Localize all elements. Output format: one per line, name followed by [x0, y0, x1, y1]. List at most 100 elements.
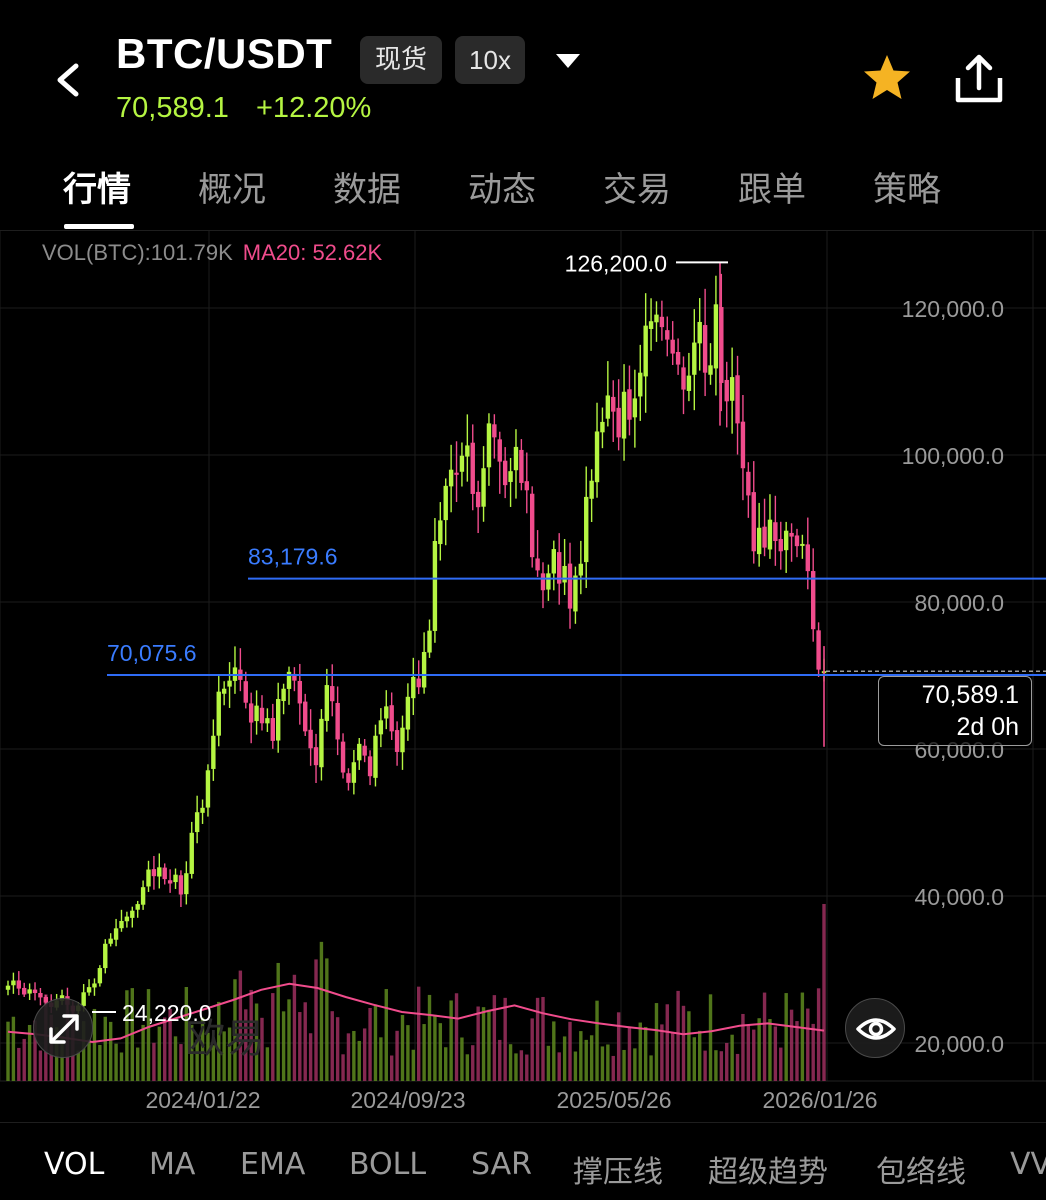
volume-bar — [11, 1016, 16, 1081]
price-chart[interactable]: 126,200.0 24,220.0 83,179.6 70,075.6 120,000… — [0, 231, 1046, 1120]
volume-bar — [465, 1054, 470, 1081]
candlestick-chart[interactable]: 126,200.0 24,220.0 83,179.6 70,075.6 120,000… — [0, 231, 1046, 1120]
volume-ma20-label: MA20: 52.62K — [242, 240, 383, 265]
candle-body — [124, 916, 130, 922]
indicator-ma[interactable]: MA — [149, 1147, 196, 1182]
candle-body — [303, 701, 308, 732]
volume-bar — [541, 996, 545, 1081]
indicator-vol[interactable]: VOL — [44, 1147, 105, 1182]
volume-bar — [703, 1050, 707, 1081]
candle-body — [475, 491, 481, 508]
indicator-envelope[interactable]: 包络线 — [876, 1155, 966, 1190]
tab-copy-trading[interactable]: 跟单 — [738, 170, 806, 210]
indicator-supertrend[interactable]: 超级趋势 — [708, 1155, 828, 1190]
candle-body — [173, 874, 178, 883]
volume-bar — [298, 1012, 302, 1081]
volume-bar — [27, 1024, 32, 1081]
pair-dropdown-button[interactable] — [548, 48, 588, 78]
volume-bar — [190, 1024, 194, 1081]
volume-bar — [352, 1030, 356, 1081]
volume-bar — [487, 1009, 491, 1081]
tab-market[interactable]: 行情 — [63, 170, 131, 210]
share-button[interactable] — [950, 50, 1008, 108]
candle-body — [367, 756, 373, 777]
volume-bar — [806, 1008, 810, 1081]
volume-bar — [76, 1050, 80, 1081]
volume-bar — [384, 989, 388, 1081]
candle-body — [216, 691, 221, 736]
candle-body — [340, 741, 346, 773]
price-change-percent: +12.20% — [256, 92, 372, 124]
candle-body — [665, 330, 670, 340]
candle-body — [584, 496, 589, 563]
market-type-chip[interactable]: 现货 — [360, 36, 442, 84]
volume-bar — [498, 1039, 502, 1081]
candle-body — [800, 543, 805, 546]
back-button[interactable] — [44, 52, 94, 108]
tab-trade[interactable]: 交易 — [603, 170, 671, 210]
tab-strategy[interactable]: 策略 — [873, 170, 941, 210]
candle-body — [448, 469, 454, 487]
volume-bar — [265, 1047, 270, 1081]
tab-data[interactable]: 数据 — [333, 170, 401, 210]
candle-body — [22, 987, 27, 995]
fullscreen-button[interactable] — [33, 998, 93, 1058]
candle-countdown-label: 2d 0h — [956, 713, 1019, 741]
volume-bar — [233, 979, 237, 1081]
trading-pair-title[interactable]: BTC/USDT — [116, 30, 333, 77]
candle-body — [11, 980, 16, 986]
volume-bar — [168, 1008, 172, 1081]
volume-bar — [362, 1028, 367, 1081]
volume-bar — [346, 1033, 351, 1081]
indicator-sar[interactable]: SAR — [471, 1147, 532, 1182]
low-marker-label: 24,220.0 — [122, 1000, 212, 1026]
volume-bar — [200, 1017, 205, 1081]
volume-bar — [681, 1005, 686, 1081]
candle-body — [627, 389, 632, 420]
candle-body — [794, 535, 800, 547]
indicator-ema[interactable]: EMA — [240, 1147, 306, 1182]
candle-body — [638, 372, 643, 397]
candle-body — [275, 699, 281, 741]
candle-body — [97, 968, 103, 984]
volume-bar — [616, 1012, 621, 1081]
volume-bar — [665, 1004, 669, 1081]
candle-body — [724, 379, 729, 402]
volume-bar — [795, 1021, 799, 1081]
volume-bar — [589, 1035, 594, 1081]
level-label: 70,075.6 — [107, 640, 197, 666]
candle-body — [335, 702, 340, 740]
tab-news[interactable]: 动态 — [468, 170, 536, 210]
indicator-support-resistance[interactable]: 撑压线 — [573, 1155, 663, 1190]
candle-body — [654, 314, 659, 323]
favorite-button[interactable] — [858, 50, 916, 108]
tab-overview[interactable]: 概况 — [198, 170, 266, 210]
candle-body — [113, 928, 119, 940]
volume-bar — [719, 1051, 724, 1081]
volume-bar — [698, 1030, 702, 1081]
indicator-bar: VOL MA EMA BOLL SAR 撑压线 超级趋势 包络线 VV — [0, 1122, 1046, 1200]
volume-bar — [784, 993, 788, 1081]
volume-bar — [249, 989, 253, 1081]
indicator-vwap[interactable]: VV — [1010, 1147, 1046, 1182]
candle-body — [140, 887, 146, 905]
candle-body — [119, 920, 124, 929]
candle-body — [783, 530, 789, 551]
indicator-boll[interactable]: BOLL — [349, 1147, 427, 1182]
volume-bar — [319, 941, 324, 1081]
volume-bar — [400, 1014, 405, 1081]
candle-body — [762, 526, 767, 548]
volume-bar — [146, 989, 151, 1081]
candle-body — [32, 989, 38, 994]
volume-bar — [757, 1018, 761, 1081]
candle-body — [421, 651, 427, 688]
expand-icon — [49, 1014, 79, 1044]
visibility-toggle-button[interactable] — [845, 998, 905, 1058]
leverage-chip[interactable]: 10x — [455, 36, 525, 84]
candle-body — [411, 676, 416, 699]
candle-body — [313, 747, 319, 766]
candle-body — [816, 630, 821, 670]
volume-bar — [454, 993, 459, 1081]
candle-body — [751, 492, 756, 552]
candle-body — [38, 993, 43, 998]
